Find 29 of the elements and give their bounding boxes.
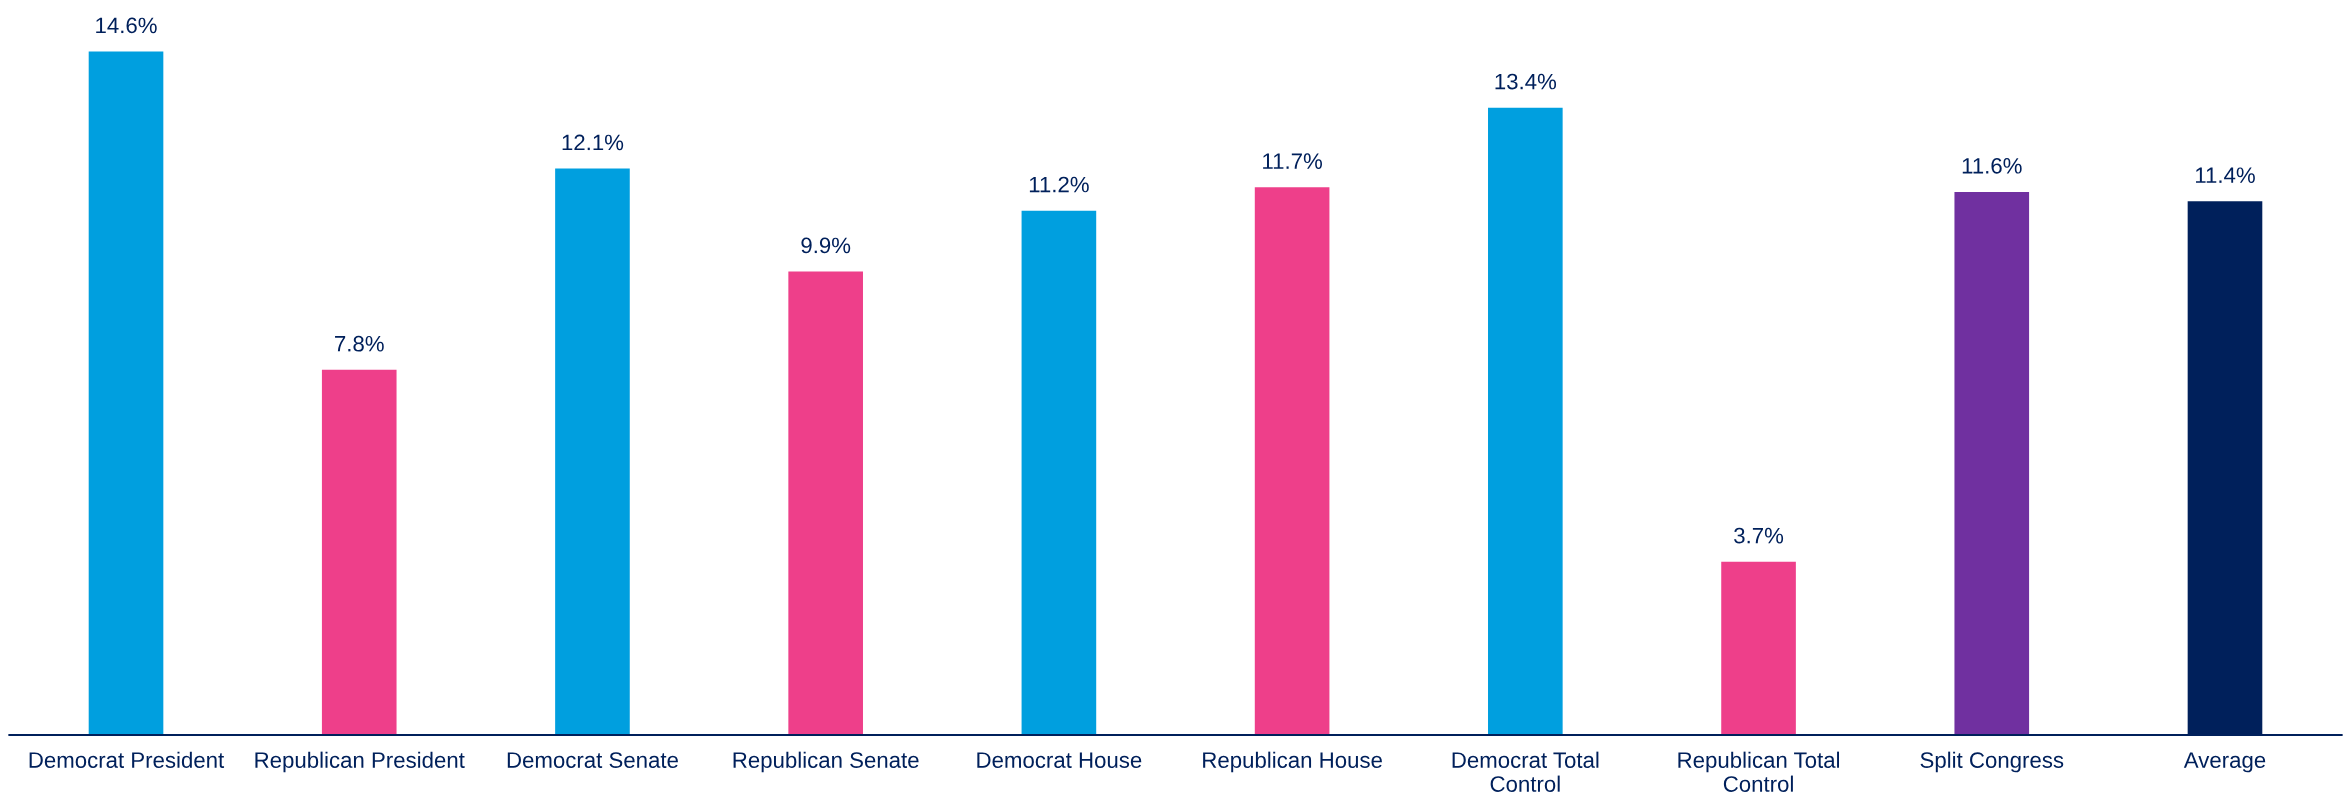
data-label: 14.6%: [96, 17, 157, 34]
data-label: 11.7%: [1263, 153, 1323, 169]
data-label: 3.7%: [1734, 527, 1784, 544]
bar: [1721, 561, 1796, 735]
x-tick-label: Democrat President: [29, 751, 225, 768]
bar: [1954, 191, 2030, 735]
bar: [88, 51, 164, 735]
data-label: 13.4%: [1495, 73, 1557, 90]
data-label: 12.1%: [562, 134, 624, 151]
data-label: 7.8%: [335, 335, 384, 352]
data-label: 11.4%: [2196, 167, 2255, 183]
data-label: 11.6%: [1962, 157, 2022, 174]
x-tick-label: Split Congress: [1920, 751, 2064, 773]
x-tick-label: Democrat Senate: [507, 752, 678, 768]
bar: [1488, 107, 1563, 735]
data-label: 9.9%: [801, 237, 851, 254]
x-tick-label: Republican Senate: [733, 751, 919, 773]
bar: [1021, 210, 1097, 735]
x-tick-label: Democrat House: [977, 752, 1142, 768]
x-tick-label: Republican President: [255, 751, 465, 773]
bar: [555, 168, 630, 735]
bar: [1254, 187, 1330, 735]
x-tick-label: Republican Total Control: [1678, 751, 1840, 792]
x-tick-label: Average: [2183, 752, 2266, 773]
bar: [788, 271, 863, 735]
bar: [321, 369, 397, 735]
x-tick-label: Democrat Total Control: [1452, 751, 1599, 792]
data-label: 11.2%: [1029, 176, 1089, 193]
x-tick-label: Republican House: [1203, 751, 1382, 773]
